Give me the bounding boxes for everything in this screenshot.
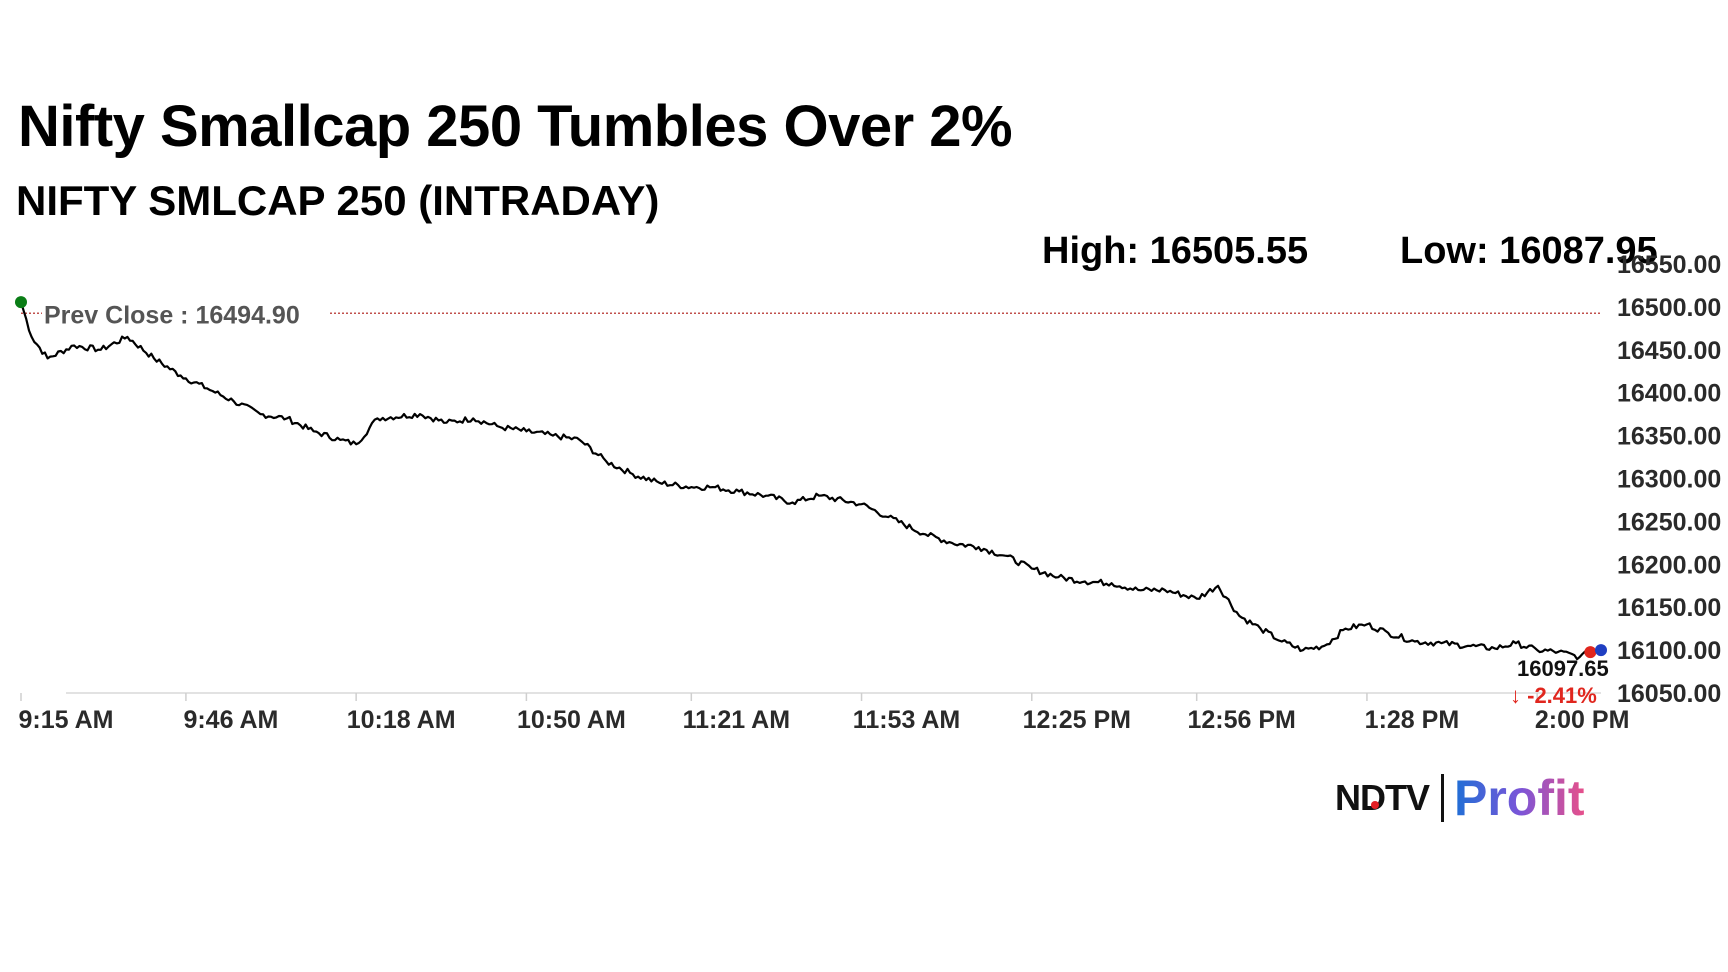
y-tick-label: 16350.00	[1617, 423, 1721, 451]
prev-close-label: Prev Close : 16494.90	[44, 301, 300, 329]
last-price-label: 16097.65	[1517, 656, 1609, 681]
y-tick-label: 16450.00	[1617, 337, 1721, 365]
y-tick-label: 16550.00	[1617, 251, 1721, 279]
x-tick-label: 11:53 AM	[853, 706, 960, 734]
y-tick-label: 16100.00	[1617, 637, 1721, 665]
x-tick-label: 1:28 PM	[1365, 706, 1459, 734]
headline: Nifty Smallcap 250 Tumbles Over 2%	[18, 94, 1013, 159]
x-tick-label: 10:18 AM	[347, 706, 456, 734]
y-tick-label: 16400.00	[1617, 380, 1721, 408]
x-tick-label: 9:15 AM	[19, 706, 114, 734]
y-tick-label: 16500.00	[1617, 294, 1721, 322]
y-tick-label: 16300.00	[1617, 466, 1721, 494]
logo-red-dot	[1371, 801, 1379, 809]
x-tick-label: 2:00 PM	[1535, 706, 1629, 734]
price-line	[19, 301, 1592, 661]
y-tick-label: 16250.00	[1617, 508, 1721, 536]
ndtv-profit-logo: NDTV Profit	[1335, 770, 1585, 826]
end-point	[1595, 644, 1607, 657]
x-tick-label: 12:25 PM	[1023, 706, 1131, 734]
x-tick-label: 11:21 AM	[683, 706, 790, 734]
last-price-point	[1584, 646, 1597, 659]
y-tick-label: 16150.00	[1617, 594, 1721, 622]
high-value: High: 16505.55	[1042, 230, 1309, 272]
profit-wordmark: Profit	[1454, 770, 1585, 826]
low-value: Low: 16087.95	[1400, 230, 1658, 272]
y-tick-label: 16050.00	[1617, 680, 1721, 708]
y-tick-label: 16200.00	[1617, 551, 1721, 579]
x-tick-label: 9:46 AM	[183, 706, 278, 734]
logo-divider	[1441, 774, 1444, 822]
open-point	[15, 296, 27, 309]
change-percent-label: ↓ -2.41%	[1510, 683, 1597, 708]
x-tick-label: 12:56 PM	[1187, 706, 1295, 734]
x-tick-label: 10:50 AM	[517, 706, 626, 734]
chart-subtitle: NIFTY SMLCAP 250 (INTRADAY)	[16, 177, 660, 224]
ndtv-wordmark: NDTV	[1335, 777, 1430, 818]
